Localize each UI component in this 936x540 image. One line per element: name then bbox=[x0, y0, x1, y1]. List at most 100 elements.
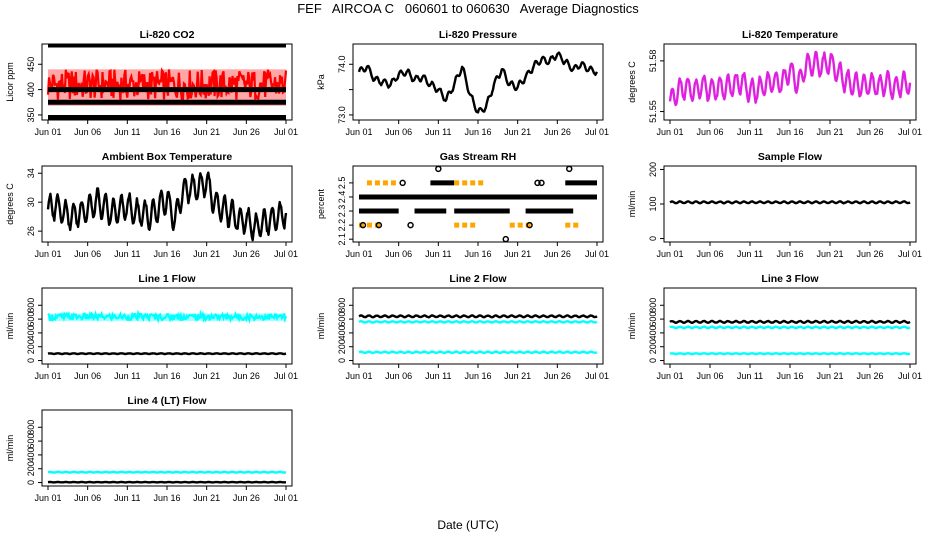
y-tick-label: 200 bbox=[648, 339, 658, 354]
x-tick-label: Jul 01 bbox=[274, 371, 298, 381]
x-tick-label: Jun 06 bbox=[696, 249, 723, 259]
x-tick-label: Jul 01 bbox=[898, 127, 922, 137]
x-tick-label: Jun 26 bbox=[233, 493, 260, 503]
x-tick-label: Jun 01 bbox=[345, 127, 372, 137]
x-tick-label: Jun 01 bbox=[34, 127, 61, 137]
plot-area bbox=[47, 470, 287, 484]
chart-title: Li-820 Temperature bbox=[742, 29, 838, 41]
x-tick-label: Jun 11 bbox=[114, 249, 140, 259]
y-tick-label: 74.0 bbox=[337, 56, 347, 74]
y-axis-label: Licor ppm bbox=[5, 62, 15, 102]
x-tick-label: Jun 01 bbox=[34, 493, 61, 503]
y-tick-label: 200 bbox=[648, 162, 658, 177]
y-tick-label: 400 bbox=[26, 82, 36, 97]
x-tick-label: Jun 16 bbox=[776, 127, 803, 137]
y-tick-label: 600 bbox=[26, 312, 36, 327]
series-line bbox=[358, 320, 598, 324]
y-tick-label: 400 bbox=[648, 325, 658, 340]
data-point bbox=[407, 221, 414, 229]
series-0-black bbox=[358, 314, 598, 319]
series-line bbox=[669, 200, 911, 205]
data-point bbox=[435, 166, 442, 173]
x-tick-label: Jun 21 bbox=[504, 371, 531, 381]
x-tick-label: Jun 06 bbox=[74, 493, 101, 503]
y-tick-label: 2.4 bbox=[337, 191, 347, 204]
y-tick-label: 400 bbox=[26, 325, 36, 340]
x-tick-label: Jun 01 bbox=[656, 371, 683, 381]
x-tick-label: Jun 06 bbox=[385, 127, 412, 137]
x-tick-label: Jun 06 bbox=[385, 249, 412, 259]
y-tick-label: 100 bbox=[648, 196, 658, 211]
y-tick-label: 30 bbox=[26, 197, 36, 207]
band-fill bbox=[48, 313, 286, 322]
chart-title: Gas Stream RH bbox=[440, 151, 516, 163]
data-point bbox=[526, 221, 533, 229]
x-tick-label: Jun 26 bbox=[544, 371, 571, 381]
y-axis-label: degrees C bbox=[5, 183, 15, 225]
x-tick-label: Jun 01 bbox=[345, 371, 372, 381]
x-tick-label: Jun 21 bbox=[193, 493, 220, 503]
series-2-cyan bbox=[358, 350, 598, 355]
x-tick-label: Jun 16 bbox=[776, 371, 803, 381]
chart-title: Line 4 (LT) Flow bbox=[127, 395, 207, 407]
series-1-cyan bbox=[669, 325, 911, 330]
y-tick-label: 2.1 bbox=[337, 233, 347, 246]
series-0-black bbox=[357, 51, 599, 114]
chart-title: Ambient Box Temperature bbox=[102, 151, 233, 163]
y-axis-label: ml/min bbox=[5, 313, 15, 340]
y-axis-label: percent bbox=[316, 188, 326, 219]
y-axis-label: kPa bbox=[316, 74, 326, 90]
band-trace bbox=[47, 309, 288, 324]
data-point bbox=[502, 235, 510, 242]
y-tick-label: 200 bbox=[26, 461, 36, 476]
x-tick-label: Jun 26 bbox=[233, 371, 260, 381]
x-tick-label: Jun 16 bbox=[153, 371, 180, 381]
x-tick-label: Jun 26 bbox=[233, 127, 260, 137]
x-tick-label: Jun 16 bbox=[464, 371, 491, 381]
x-tick-label: Jun 21 bbox=[816, 127, 843, 137]
x-tick-label: Jul 01 bbox=[585, 249, 609, 259]
x-tick-label: Jun 26 bbox=[233, 249, 260, 259]
x-tick-label: Jun 06 bbox=[696, 371, 723, 381]
chart-panel: Sample Flow 0 100 200 ml/min Jun 01 Jun 06 Jun … bbox=[627, 151, 922, 259]
data-point bbox=[375, 221, 383, 229]
plot-area bbox=[669, 200, 911, 205]
x-tick-label: Jun 26 bbox=[856, 127, 883, 137]
chart-panel: Li-820 CO2 350 400 450 Licor ppm Jun 01 Jun 06… bbox=[5, 29, 298, 137]
y-axis-label: ml/min bbox=[316, 313, 326, 340]
x-tick-label: Jun 21 bbox=[504, 249, 531, 259]
series-line bbox=[358, 314, 598, 319]
y-tick-label: 73.0 bbox=[337, 106, 347, 124]
x-tick-label: Jun 16 bbox=[153, 493, 180, 503]
x-tick-label: Jun 21 bbox=[193, 127, 220, 137]
x-tick-label: Jun 06 bbox=[74, 127, 101, 137]
series-line bbox=[669, 352, 911, 356]
y-tick-label: 800 bbox=[26, 298, 36, 313]
x-tick-label: Jun 26 bbox=[544, 249, 571, 259]
series-line bbox=[669, 319, 911, 324]
y-tick-label: 26 bbox=[26, 226, 36, 236]
series-0-black bbox=[46, 171, 288, 242]
y-tick-label: 2.2 bbox=[337, 219, 347, 232]
y-axis-label: ml/min bbox=[627, 313, 637, 340]
y-tick-label: 600 bbox=[648, 312, 658, 327]
chart-title: Li-820 Pressure bbox=[439, 29, 517, 41]
x-tick-label: Jun 16 bbox=[464, 127, 491, 137]
plot-area bbox=[46, 44, 288, 120]
plot-area bbox=[668, 50, 912, 107]
x-tick-label: Jun 21 bbox=[816, 249, 843, 259]
y-tick-label: 400 bbox=[337, 325, 347, 340]
y-tick-label: 450 bbox=[26, 57, 36, 72]
page-title: FEF AIRCOA C 060601 to 060630 Average Di… bbox=[297, 1, 639, 16]
y-tick-label: 800 bbox=[648, 298, 658, 313]
series-line bbox=[357, 51, 599, 114]
x-tick-label: Jun 21 bbox=[193, 371, 220, 381]
plot-area bbox=[357, 51, 599, 114]
y-tick-label: 2.5 bbox=[337, 177, 347, 190]
x-tick-label: Jun 11 bbox=[114, 493, 140, 503]
x-tick-label: Jun 01 bbox=[34, 249, 61, 259]
series-line bbox=[47, 352, 287, 356]
x-tick-label: Jul 01 bbox=[585, 127, 609, 137]
